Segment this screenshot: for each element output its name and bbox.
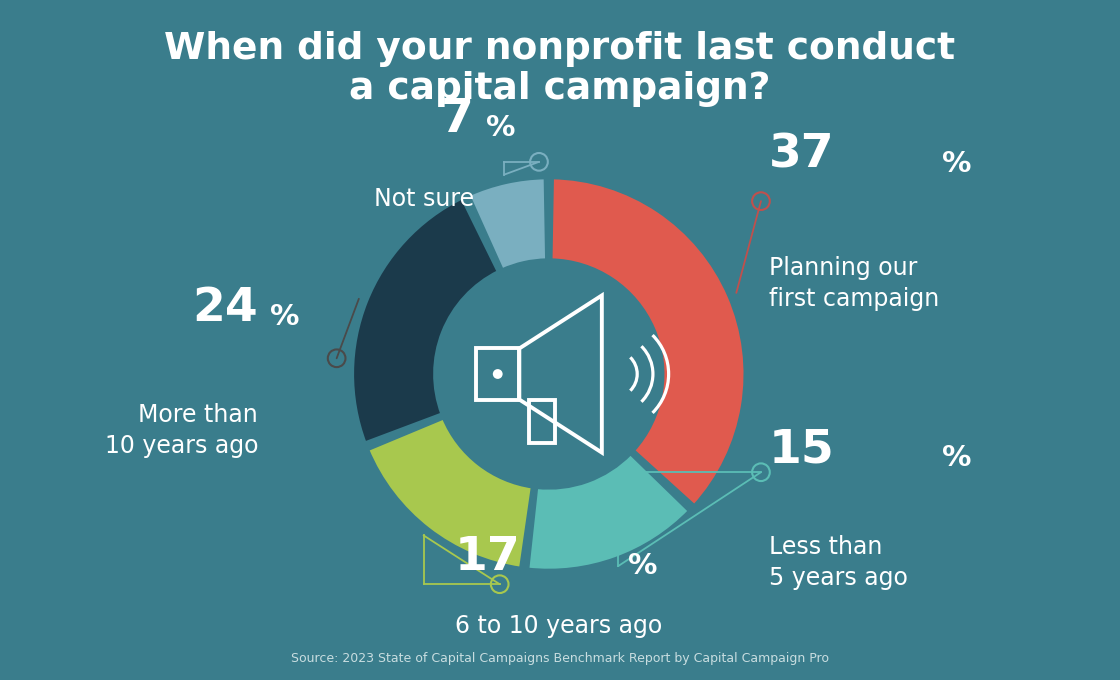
Text: Planning our
first campaign: Planning our first campaign [768, 256, 939, 311]
Wedge shape [468, 177, 547, 270]
Text: %: % [270, 303, 299, 330]
Text: More than
10 years ago: More than 10 years ago [104, 403, 258, 458]
Wedge shape [367, 418, 532, 568]
Circle shape [493, 369, 503, 379]
Text: Less than
5 years ago: Less than 5 years ago [768, 535, 907, 590]
Text: 24: 24 [193, 286, 258, 330]
Text: 7: 7 [441, 97, 474, 142]
Text: 6 to 10 years ago: 6 to 10 years ago [455, 613, 662, 638]
Text: %: % [942, 444, 972, 472]
Wedge shape [528, 454, 690, 571]
Text: Source: 2023 State of Capital Campaigns Benchmark Report by Capital Campaign Pro: Source: 2023 State of Capital Campaigns … [291, 652, 829, 665]
Text: %: % [942, 150, 972, 177]
Text: 17: 17 [455, 535, 521, 580]
Text: When did your nonprofit last conduct: When did your nonprofit last conduct [165, 31, 955, 67]
Circle shape [437, 262, 661, 486]
Text: %: % [628, 552, 657, 580]
Wedge shape [353, 198, 498, 443]
Text: %: % [486, 114, 515, 142]
Text: 15: 15 [768, 427, 834, 472]
Text: Not sure: Not sure [374, 188, 474, 211]
Text: a capital campaign?: a capital campaign? [349, 71, 771, 107]
Text: 37: 37 [768, 133, 834, 177]
Wedge shape [551, 177, 745, 506]
